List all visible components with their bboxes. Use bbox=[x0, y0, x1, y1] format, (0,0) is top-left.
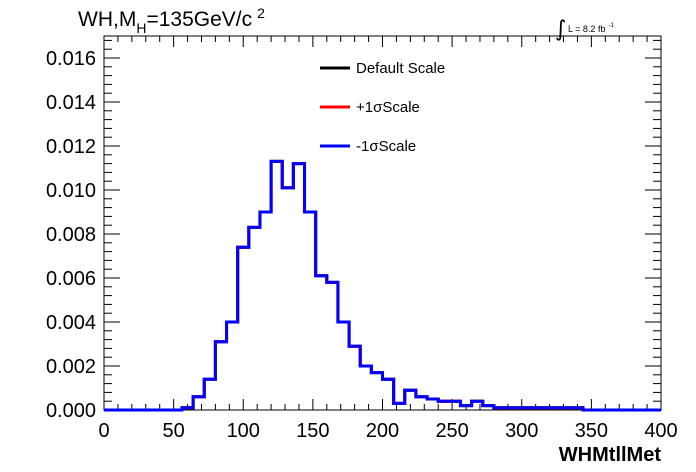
x-tick-label: 50 bbox=[163, 420, 185, 442]
x-tick-label: 0 bbox=[98, 420, 109, 442]
y-tick-label: 0.014 bbox=[46, 92, 96, 114]
x-tick-label: 250 bbox=[435, 420, 468, 442]
lumi-integral: ∫ bbox=[555, 17, 566, 42]
y-tick-label: 0.004 bbox=[46, 312, 96, 334]
y-axis: 0.000 0.002 0.004 0.006 0.008 0.010 0.012 0.014… bbox=[46, 39, 661, 422]
legend-label-1: +1σScale bbox=[356, 99, 420, 116]
x-axis-label: WHMtllMet bbox=[559, 444, 662, 466]
plot-frame bbox=[103, 35, 662, 411]
legend-label-0: Default Scale bbox=[356, 60, 445, 77]
y-tick-label: 0.006 bbox=[46, 268, 96, 290]
chart-title: WH,MH=135GeV/c 2 bbox=[78, 5, 265, 36]
title-superscript: 2 bbox=[257, 5, 265, 21]
y-tick-label: 0.010 bbox=[46, 180, 96, 202]
x-axis: 0 50 100 150 200 250 300 350 400 bbox=[98, 36, 678, 442]
title-rest: =135GeV/c bbox=[146, 8, 252, 31]
x-tick-label: 350 bbox=[575, 420, 608, 442]
x-tick-label: 150 bbox=[296, 420, 329, 442]
x-tick-label: 300 bbox=[505, 420, 538, 442]
lumi-superscript: -1 bbox=[608, 23, 614, 29]
series-line-2 bbox=[104, 159, 661, 412]
y-tick-label: 0.016 bbox=[46, 48, 96, 70]
legend: Default Scale +1σScale -1σScale bbox=[320, 60, 445, 155]
y-tick-label: 0.002 bbox=[46, 356, 96, 378]
lumi-text: L = 8.2 fb bbox=[568, 24, 605, 34]
y-tick-label: 0.008 bbox=[46, 224, 96, 246]
y-tick-label: 0.000 bbox=[46, 400, 96, 422]
lumi-label: L = 8.2 fb -1 bbox=[568, 23, 614, 34]
legend-label-2: -1σScale bbox=[356, 138, 416, 155]
title-main: WH,M bbox=[78, 8, 136, 31]
x-tick-label: 200 bbox=[366, 420, 399, 442]
x-tick-label: 100 bbox=[227, 420, 260, 442]
title-subscript: H bbox=[136, 20, 146, 36]
y-tick-label: 0.012 bbox=[46, 136, 96, 158]
series-layer bbox=[104, 159, 661, 412]
x-tick-label: 400 bbox=[644, 420, 677, 442]
